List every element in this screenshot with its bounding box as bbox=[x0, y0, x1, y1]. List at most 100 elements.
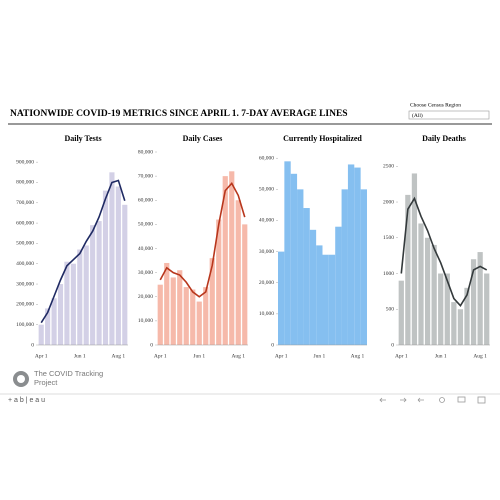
y-tick-label: 500,000 bbox=[16, 241, 34, 247]
bar bbox=[347, 164, 355, 345]
bar bbox=[45, 308, 51, 345]
bar bbox=[83, 245, 89, 345]
y-tick-label: 2500 bbox=[383, 164, 394, 170]
y-tick-label: 80,000 bbox=[138, 149, 153, 155]
y-tick-label: 2000 bbox=[383, 199, 394, 205]
y-tick-label: 70,000 bbox=[138, 173, 153, 179]
tableau-brand: + a b | e a u bbox=[8, 397, 45, 404]
bar bbox=[183, 287, 189, 345]
y-tick-label: 30,000 bbox=[138, 270, 153, 276]
x-tick-label: Apr 1 bbox=[275, 353, 288, 359]
bar bbox=[170, 277, 176, 345]
bar bbox=[464, 287, 470, 345]
y-tick-label: 20,000 bbox=[259, 280, 274, 286]
bar bbox=[398, 280, 404, 345]
bar bbox=[360, 189, 367, 345]
share-button[interactable] bbox=[439, 397, 445, 403]
y-tick-label: 700,000 bbox=[16, 200, 34, 206]
bar bbox=[51, 298, 57, 345]
bar bbox=[242, 224, 248, 345]
average-line bbox=[400, 196, 488, 308]
revert-button[interactable] bbox=[417, 397, 424, 403]
bar bbox=[431, 244, 437, 345]
fullscreen-button[interactable] bbox=[477, 396, 486, 404]
x-tick-label: Apr 1 bbox=[395, 353, 408, 359]
chart-title: Daily Tests bbox=[64, 134, 101, 143]
bar bbox=[196, 301, 202, 345]
x-tick-label: Aug 1 bbox=[351, 353, 365, 359]
x-tick-label: Aug 1 bbox=[473, 353, 487, 359]
average-line bbox=[40, 179, 126, 324]
y-tick-label: 50,000 bbox=[259, 187, 274, 193]
filter-label: Choose Census Region bbox=[410, 102, 461, 108]
bar bbox=[451, 302, 457, 345]
y-tick-label: 900,000 bbox=[16, 159, 34, 165]
bar bbox=[303, 208, 310, 345]
logo-box: The COVID Tracking Project bbox=[34, 369, 103, 387]
bar bbox=[109, 172, 115, 345]
comment-button[interactable] bbox=[457, 396, 466, 403]
bar bbox=[444, 273, 450, 345]
bar bbox=[341, 189, 348, 345]
bar bbox=[77, 249, 83, 345]
bar bbox=[278, 251, 285, 345]
bar bbox=[457, 309, 464, 345]
y-tick-label: 600,000 bbox=[16, 220, 34, 226]
bar bbox=[354, 167, 361, 345]
bar bbox=[284, 161, 291, 345]
x-tick-label: Apr 1 bbox=[35, 353, 48, 359]
bar bbox=[96, 221, 102, 345]
bar bbox=[438, 273, 444, 345]
chart-title: Daily Cases bbox=[183, 134, 223, 143]
y-tick-label: 10,000 bbox=[259, 311, 274, 317]
filter-value: (All) bbox=[412, 112, 423, 119]
bar bbox=[297, 189, 304, 345]
bar bbox=[290, 173, 298, 345]
x-tick-label: Jun 1 bbox=[74, 353, 86, 359]
y-tick-label: 10,000 bbox=[138, 318, 153, 324]
y-tick-label: 200,000 bbox=[16, 302, 34, 308]
bar bbox=[477, 252, 483, 345]
filter-dropdown[interactable] bbox=[408, 110, 490, 120]
y-tick-label: 500 bbox=[386, 307, 395, 313]
bar bbox=[405, 194, 411, 345]
y-tick-label: 300,000 bbox=[16, 281, 34, 287]
average-line bbox=[159, 181, 246, 298]
y-tick-label: 100,000 bbox=[16, 322, 34, 328]
y-tick-label: 30,000 bbox=[259, 249, 274, 255]
bar bbox=[102, 190, 109, 345]
bar bbox=[90, 225, 96, 345]
y-tick-label: 60,000 bbox=[138, 198, 153, 204]
bar bbox=[424, 237, 431, 345]
bar bbox=[484, 273, 490, 345]
dashboard-title: NATIONWIDE COVID-19 METRICS SINCE APRIL … bbox=[10, 109, 348, 119]
y-tick-label: 0 bbox=[150, 342, 153, 348]
y-tick-label: 0 bbox=[391, 342, 394, 348]
y-tick-label: 0 bbox=[31, 342, 34, 348]
bar bbox=[235, 200, 241, 345]
bar bbox=[335, 226, 342, 345]
bar bbox=[222, 176, 228, 345]
bar bbox=[122, 204, 128, 345]
redo-button[interactable] bbox=[400, 397, 407, 403]
bar bbox=[70, 263, 76, 345]
y-tick-label: 1500 bbox=[383, 235, 394, 241]
bar bbox=[38, 324, 44, 345]
logo-icon-inner bbox=[17, 375, 25, 383]
chart-title: Currently Hospitalized bbox=[283, 134, 362, 143]
bar bbox=[322, 254, 329, 345]
bar bbox=[309, 229, 317, 345]
bar bbox=[418, 223, 424, 345]
bar bbox=[229, 171, 235, 345]
y-tick-label: 60,000 bbox=[259, 155, 274, 161]
y-tick-label: 800,000 bbox=[16, 180, 34, 186]
bar bbox=[470, 259, 477, 345]
y-tick-label: 40,000 bbox=[259, 218, 274, 224]
bar bbox=[328, 254, 336, 345]
y-tick-label: 1000 bbox=[383, 271, 394, 277]
undo-button[interactable] bbox=[379, 397, 386, 403]
bar bbox=[64, 261, 70, 345]
bar bbox=[177, 270, 183, 345]
bar bbox=[316, 245, 323, 345]
